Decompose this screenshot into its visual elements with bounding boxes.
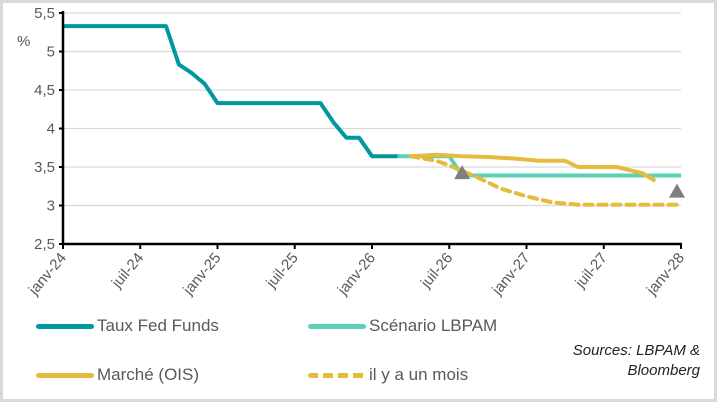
y-tick-label: 2,5 (34, 236, 55, 253)
legend-label: Scénario LBPAM (369, 316, 498, 335)
legend-label: Marché (OIS) (97, 365, 200, 384)
legend-swatch (36, 323, 94, 329)
series-line-2 (410, 152, 657, 183)
triangle-marker (454, 165, 471, 180)
legend-label: Taux Fed Funds (97, 316, 219, 335)
x-tick-label: janv-24 (25, 250, 70, 299)
legend-item-mois: il y a un mois (308, 365, 468, 385)
legend-item-scenario: Scénario LBPAM (308, 316, 497, 336)
y-axis-label: % (17, 33, 30, 50)
series-line-3 (408, 154, 683, 207)
legend-item-marche: Marché (OIS) (36, 365, 199, 385)
series-line-0 (63, 24, 398, 159)
x-tick-label: janv-26 (334, 250, 379, 299)
x-tick-label: janv-25 (179, 250, 224, 299)
triangle-marker (669, 183, 685, 198)
x-tick-label: juil-26 (417, 250, 456, 292)
legend-label: il y a un mois (369, 365, 469, 384)
y-tick-label: 5 (47, 44, 55, 61)
x-tick-label: juil-27 (571, 250, 610, 292)
legend-swatch (308, 323, 366, 329)
y-tick-label: 4,5 (34, 82, 55, 99)
x-tick-label: juil-25 (262, 250, 301, 292)
x-tick-label: janv-27 (488, 250, 533, 299)
legend-item-fed-funds: Taux Fed Funds (36, 316, 219, 336)
source-line: Sources: LBPAM & (572, 342, 700, 359)
x-tick-label: janv-28 (643, 250, 688, 299)
y-tick-label: 3,5 (34, 159, 55, 176)
source-line: Bloomberg (627, 362, 700, 379)
legend-swatch (308, 372, 366, 378)
y-tick-label: 5,5 (34, 5, 55, 22)
x-tick-label: juil-24 (108, 250, 147, 292)
source-note: Sources: LBPAM & Bloomberg (573, 341, 700, 381)
y-tick-label: 3 (47, 198, 55, 215)
legend-swatch (36, 372, 94, 378)
y-tick-label: 4 (47, 121, 55, 138)
